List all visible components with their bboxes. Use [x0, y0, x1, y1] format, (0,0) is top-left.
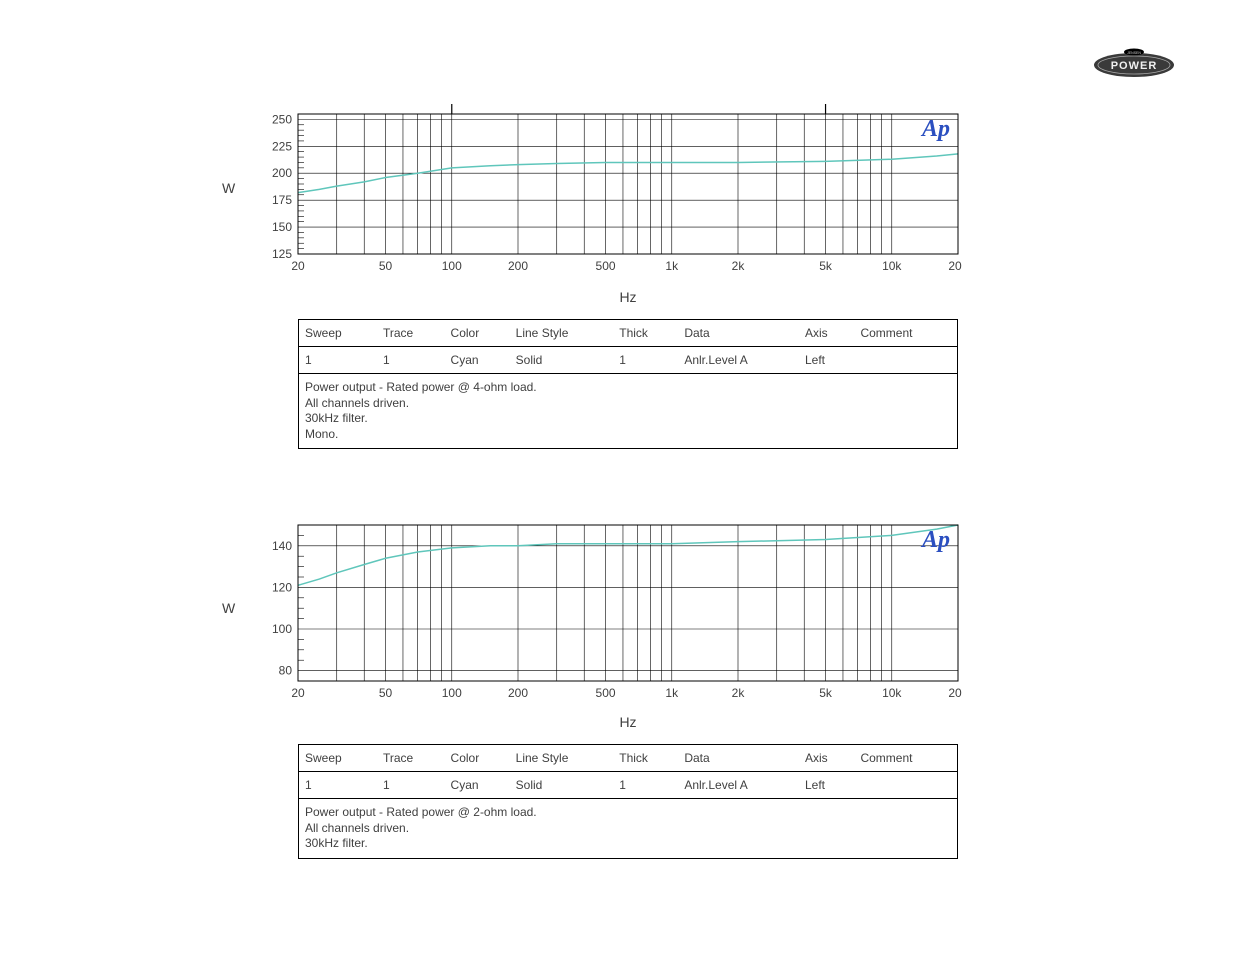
- legend-col: Data: [678, 320, 799, 347]
- legend-col: Color: [445, 320, 510, 347]
- legend-col: Axis: [799, 320, 855, 347]
- svg-text:200: 200: [508, 686, 528, 700]
- legend-cell: [854, 347, 957, 374]
- chart-2-x-label: Hz: [298, 714, 958, 730]
- svg-text:225: 225: [272, 139, 292, 153]
- chart-1-svg: 20 50 100 200 500 1k 2k 5k 10k 20k 125 150 175 200 225…: [222, 95, 962, 295]
- legend-col: Thick: [613, 745, 678, 772]
- legend-col: Trace: [377, 745, 445, 772]
- svg-text:Ap: Ap: [920, 527, 950, 553]
- chart-2-block: W 20 50 100 200 500 1k 2k 5k 10k 20k 80 100 120 140 Ap…: [222, 505, 962, 859]
- legend-col: Comment: [854, 745, 957, 772]
- chart-2-info-box: SweepTraceColorLine StyleThickDataAxisCo…: [298, 744, 958, 859]
- svg-text:20k: 20k: [948, 259, 962, 273]
- legend-cell: 1: [299, 772, 377, 799]
- svg-text:1k: 1k: [665, 259, 679, 273]
- svg-text:Ap: Ap: [920, 116, 950, 142]
- power-logo: JENSEN POWER: [1093, 48, 1175, 78]
- svg-text:200: 200: [272, 166, 292, 180]
- legend-col: Line Style: [510, 745, 614, 772]
- svg-text:80: 80: [279, 664, 293, 678]
- svg-text:1k: 1k: [665, 686, 679, 700]
- svg-text:20: 20: [291, 686, 305, 700]
- svg-text:5k: 5k: [819, 686, 833, 700]
- svg-text:500: 500: [596, 686, 616, 700]
- legend-col: Trace: [377, 320, 445, 347]
- legend-row: 11CyanSolid1Anlr.Level ALeft: [299, 347, 957, 374]
- svg-text:2k: 2k: [732, 686, 746, 700]
- svg-text:175: 175: [272, 193, 292, 207]
- logo-text: POWER: [1111, 60, 1158, 72]
- svg-text:120: 120: [272, 580, 292, 594]
- legend-col: Axis: [799, 745, 855, 772]
- svg-text:5k: 5k: [819, 259, 833, 273]
- chart-2-notes: Power output - Rated power @ 2-ohm load.…: [299, 799, 957, 858]
- chart-1-notes: Power output - Rated power @ 4-ohm load.…: [299, 374, 957, 448]
- legend-cell: Anlr.Level A: [678, 772, 799, 799]
- chart-1-y-label: W: [222, 180, 235, 196]
- svg-text:500: 500: [596, 259, 616, 273]
- legend-col: Line Style: [510, 320, 614, 347]
- svg-text:50: 50: [379, 259, 393, 273]
- legend-cell: Solid: [510, 772, 614, 799]
- legend-col: Sweep: [299, 320, 377, 347]
- chart-2-svg: 20 50 100 200 500 1k 2k 5k 10k 20k 80 100 120 140 Ap: [222, 505, 962, 720]
- svg-text:150: 150: [272, 220, 292, 234]
- page: JENSEN POWER W 20 50 100 200 500 1k 2k 5k 10k 20k…: [0, 0, 1235, 954]
- legend-cell: Cyan: [445, 772, 510, 799]
- chart-1-legend-table: SweepTraceColorLine StyleThickDataAxisCo…: [299, 320, 957, 374]
- svg-text:20k: 20k: [948, 686, 962, 700]
- legend-row: 11CyanSolid1Anlr.Level ALeft: [299, 772, 957, 799]
- legend-cell: Left: [799, 772, 855, 799]
- svg-text:200: 200: [508, 259, 528, 273]
- svg-text:2k: 2k: [732, 259, 746, 273]
- chart-1-block: W 20501002005001k2k5k10k20k1251501752002…: [222, 95, 962, 449]
- legend-cell: 1: [613, 347, 678, 374]
- svg-text:100: 100: [272, 622, 292, 636]
- legend-cell: [854, 772, 957, 799]
- legend-cell: Solid: [510, 347, 614, 374]
- legend-col: Thick: [613, 320, 678, 347]
- chart-2-legend-table: SweepTraceColorLine StyleThickDataAxisCo…: [299, 745, 957, 799]
- svg-text:10k: 10k: [882, 686, 902, 700]
- legend-cell: 1: [377, 347, 445, 374]
- svg-text:250: 250: [272, 112, 292, 126]
- legend-col: Data: [678, 745, 799, 772]
- chart-1-info-box: SweepTraceColorLine StyleThickDataAxisCo…: [298, 319, 958, 449]
- svg-text:10k: 10k: [882, 259, 902, 273]
- svg-text:100: 100: [442, 686, 462, 700]
- svg-text:100: 100: [442, 259, 462, 273]
- legend-cell: Anlr.Level A: [678, 347, 799, 374]
- svg-text:140: 140: [272, 539, 292, 553]
- chart-2-y-label: W: [222, 600, 235, 616]
- legend-col: Color: [445, 745, 510, 772]
- chart-1-x-label: Hz: [298, 289, 958, 305]
- svg-text:125: 125: [272, 247, 292, 261]
- svg-text:20: 20: [291, 259, 305, 273]
- legend-cell: Cyan: [445, 347, 510, 374]
- legend-col: Comment: [854, 320, 957, 347]
- legend-cell: Left: [799, 347, 855, 374]
- svg-text:50: 50: [379, 686, 393, 700]
- legend-cell: 1: [299, 347, 377, 374]
- legend-cell: 1: [613, 772, 678, 799]
- logo-badge-text: JENSEN: [1127, 51, 1141, 55]
- legend-col: Sweep: [299, 745, 377, 772]
- legend-cell: 1: [377, 772, 445, 799]
